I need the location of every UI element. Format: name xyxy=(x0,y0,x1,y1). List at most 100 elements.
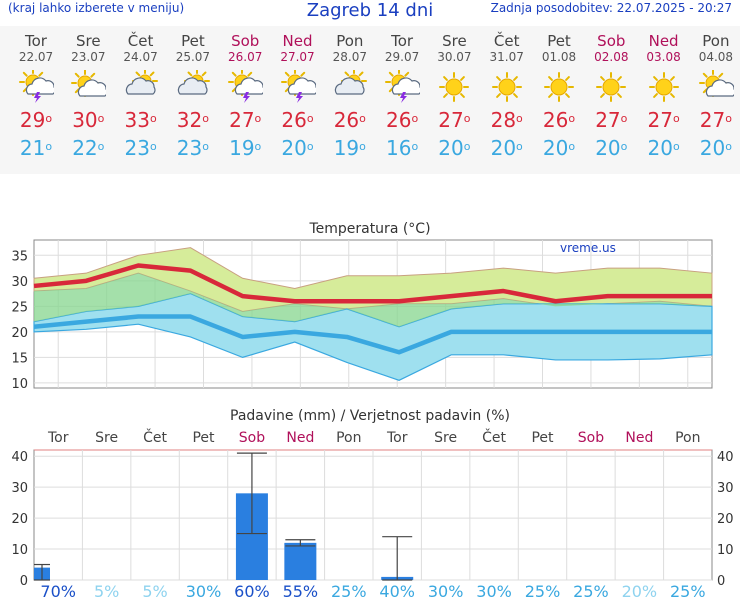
day-name: Čet xyxy=(493,32,520,50)
day-label: Sob xyxy=(239,430,265,446)
day-label: Tor xyxy=(47,430,69,446)
sun-icon xyxy=(533,64,585,106)
max-temperature: 27o xyxy=(595,108,628,132)
precipitation-probability: 55% xyxy=(283,582,319,600)
min-temperature-value: 23 xyxy=(176,136,203,160)
precipitation-probability: 5% xyxy=(94,582,119,600)
max-temperature-value: 27 xyxy=(595,108,621,132)
temperature-chart-title: Temperatura (°C) xyxy=(308,221,430,237)
min-temperature: 19o xyxy=(229,136,262,160)
min-temperature-value: 20 xyxy=(699,136,726,160)
thunderstorm-sun-icon xyxy=(10,64,62,106)
max-temperature: 26o xyxy=(542,108,576,132)
max-temperature: 29o xyxy=(19,108,53,132)
max-temperature-value: 27 xyxy=(229,108,255,132)
day-forecast: Pet 01.08 26o 20o xyxy=(533,26,585,162)
max-temperature-line xyxy=(33,263,712,304)
min-temperature-value: 20 xyxy=(281,136,307,160)
min-temperature: 16o xyxy=(386,136,419,160)
y-tick-label-left: 30 xyxy=(11,481,28,496)
day-forecast: Pon 28.07 26o 19o xyxy=(324,26,376,162)
location-menu-hint[interactable]: (kraj lahko izberete v meniju) xyxy=(8,1,185,15)
max-temperature-value: 26 xyxy=(386,108,412,132)
day-date: 02.08 xyxy=(594,50,629,64)
day-label: Pon xyxy=(675,430,700,446)
day-label: Pet xyxy=(192,430,215,446)
cloudy-sun-icon xyxy=(324,64,376,106)
min-temperature-value: 20 xyxy=(595,136,621,160)
precipitation-probability: 70% xyxy=(40,582,76,600)
max-temperature-value: 30 xyxy=(72,108,98,132)
precipitation-probability: 5% xyxy=(142,582,167,600)
day-name: Tor xyxy=(25,32,47,50)
precipitation-probability: 25% xyxy=(573,582,609,600)
day-name: Tor xyxy=(391,32,414,50)
day-date: 01.08 xyxy=(541,50,577,64)
precipitation-probability: 30% xyxy=(186,582,222,600)
day-label: Tor xyxy=(386,430,408,446)
temperature-chart: Temperatura (°C) 10 15 20 25 30 35 vreme.us xyxy=(11,221,713,392)
y-tick-label-right: 30 xyxy=(717,481,734,496)
min-temperature: 20o xyxy=(647,136,680,160)
max-temperature: 26o xyxy=(386,108,419,132)
min-temperature: 20o xyxy=(438,136,471,160)
cloudy-sun-icon xyxy=(115,64,167,106)
precipitation-probability: 60% xyxy=(234,582,270,600)
max-temperature: 28o xyxy=(490,108,523,132)
max-temperature-value: 29 xyxy=(19,108,46,132)
max-temperature-value: 26 xyxy=(333,108,360,132)
day-label: Ned xyxy=(286,430,314,446)
day-date: 22.07 xyxy=(18,50,54,64)
max-temperature: 27o xyxy=(699,108,732,132)
day-forecast: Pon 04.08 27o 20o xyxy=(690,26,740,162)
day-label: Sre xyxy=(434,430,457,446)
sun-icon xyxy=(481,64,533,106)
min-temperature: 21o xyxy=(19,136,53,160)
watermark: vreme.us xyxy=(560,241,616,255)
day-name: Ned xyxy=(648,32,679,50)
min-temperature-value: 19 xyxy=(229,136,255,160)
day-name: Sob xyxy=(597,32,626,50)
max-temperature: 30o xyxy=(72,108,105,132)
day-date: 04.08 xyxy=(698,50,734,64)
day-forecast: Tor 22.07 29o 21o xyxy=(10,26,62,162)
thunderstorm-sun-icon xyxy=(272,64,324,106)
min-temperature-value: 22 xyxy=(72,136,98,160)
day-label: Ned xyxy=(625,430,653,446)
day-forecast: Pet 25.07 32o 23o xyxy=(167,26,219,162)
day-name: Sob xyxy=(231,32,260,50)
max-temperature-value: 26 xyxy=(542,108,569,132)
min-temperature: 23o xyxy=(176,136,209,160)
partly-cloudy-icon xyxy=(62,64,114,106)
day-name: Pon xyxy=(702,32,730,50)
min-temperature: 20o xyxy=(699,136,732,160)
day-name: Pet xyxy=(181,32,205,50)
day-forecast: Ned 27.07 26o 20o xyxy=(272,26,324,162)
day-date: 31.07 xyxy=(489,50,524,64)
day-name: Ned xyxy=(282,32,313,50)
y-tick-label-left: 10 xyxy=(11,543,28,558)
precipitation-probability: 30% xyxy=(428,582,464,600)
max-temperature: 27o xyxy=(438,108,471,132)
min-temperature: 20o xyxy=(542,136,576,160)
min-temperature: 19o xyxy=(333,136,366,160)
day-forecast: Sob 26.07 27o 19o xyxy=(219,26,271,162)
y-tick-label-left: 40 xyxy=(11,450,28,465)
min-temperature-band xyxy=(33,292,713,381)
day-label: Sre xyxy=(95,430,118,446)
precipitation-chart-title: Padavine (mm) / Verjetnost padavin (%) xyxy=(230,408,510,424)
header: (kraj lahko izberete v meniju) Zagreb 14… xyxy=(0,0,740,22)
max-temperature: 32o xyxy=(176,108,209,132)
min-temperature-value: 16 xyxy=(386,136,412,160)
day-date: 23.07 xyxy=(71,50,106,64)
day-date: 24.07 xyxy=(123,50,158,64)
precipitation-probability: 30% xyxy=(476,582,512,600)
y-tick-label: 10 xyxy=(11,377,28,392)
cloudy-sun-icon xyxy=(167,64,219,106)
max-temperature-value: 27 xyxy=(647,108,673,132)
day-date: 03.08 xyxy=(646,50,681,64)
max-temperature-value: 27 xyxy=(699,108,726,132)
min-temperature: 20o xyxy=(281,136,314,160)
day-forecast: Sre 23.07 30o 22o xyxy=(62,26,114,162)
min-temperature-value: 19 xyxy=(333,136,360,160)
